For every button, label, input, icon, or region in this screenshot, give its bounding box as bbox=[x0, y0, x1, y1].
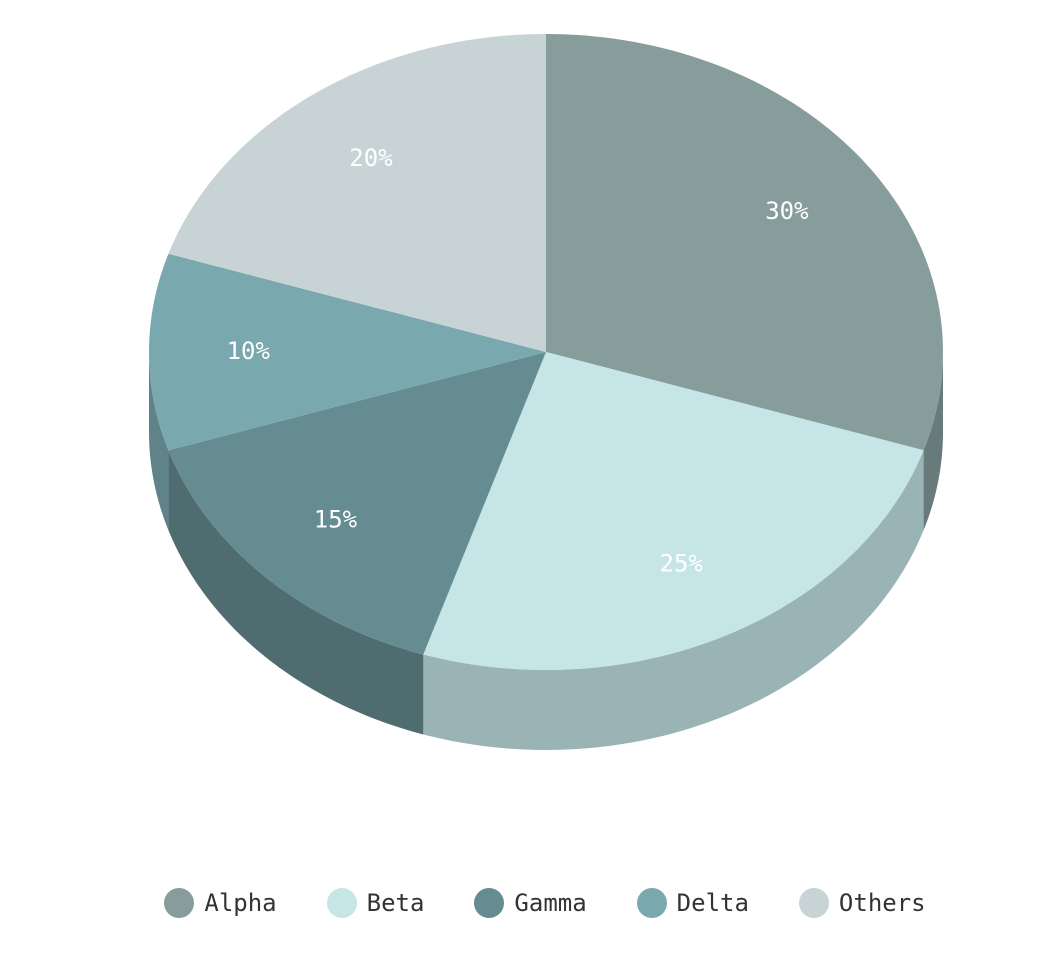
pie-sides bbox=[149, 352, 943, 750]
legend-item-others[interactable]: Others bbox=[798, 888, 926, 918]
legend-swatch-gamma bbox=[474, 888, 505, 918]
pie-side-gamma bbox=[168, 450, 424, 735]
legend-swatch-beta bbox=[326, 888, 357, 918]
pie-slice-beta[interactable] bbox=[423, 352, 924, 670]
legend-swatch-others bbox=[798, 888, 829, 918]
legend-item-gamma[interactable]: Gamma bbox=[474, 888, 587, 918]
pie-slice-alpha[interactable] bbox=[546, 34, 943, 451]
data-label-others: 20% bbox=[349, 144, 393, 172]
pie-side-beta bbox=[423, 450, 924, 750]
data-label-gamma: 15% bbox=[314, 506, 358, 534]
legend-item-delta[interactable]: Delta bbox=[636, 888, 749, 918]
legend-label-gamma: Gamma bbox=[514, 889, 587, 917]
data-label-beta: 25% bbox=[660, 550, 704, 578]
legend-item-alpha[interactable]: Alpha bbox=[164, 888, 277, 918]
pie-side-alpha bbox=[923, 352, 943, 531]
legend-swatch-alpha bbox=[164, 888, 195, 918]
pie-side-delta bbox=[149, 352, 169, 531]
legend-label-delta: Delta bbox=[676, 889, 749, 917]
legend-label-alpha: Alpha bbox=[204, 889, 277, 917]
legend-item-beta[interactable]: Beta bbox=[326, 888, 425, 918]
legend-label-beta: Beta bbox=[366, 889, 425, 917]
pie-slice-others[interactable] bbox=[168, 34, 546, 352]
pie-slice-gamma[interactable] bbox=[168, 352, 546, 655]
pie-labels: 30% 25% 15% 10% 20% bbox=[227, 144, 810, 577]
pie-top bbox=[149, 34, 943, 670]
pie-slice-delta[interactable] bbox=[149, 253, 546, 451]
legend-label-others: Others bbox=[838, 889, 926, 917]
data-label-alpha: 30% bbox=[765, 197, 809, 225]
legend-swatch-delta bbox=[636, 888, 667, 918]
legend: Alpha Beta Gamma Delta Others bbox=[0, 888, 1045, 918]
data-label-delta: 10% bbox=[227, 337, 271, 365]
